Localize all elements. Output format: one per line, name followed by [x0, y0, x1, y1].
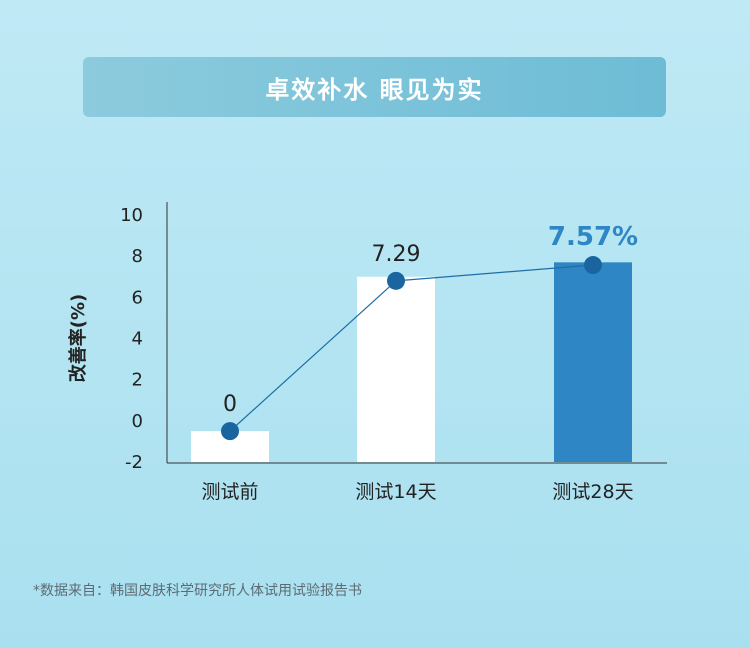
- y-tick-label: -2: [125, 452, 143, 473]
- axes: [166, 202, 667, 464]
- data-point: [584, 256, 602, 275]
- trend-line-group: [221, 256, 602, 441]
- y-axis-label: 改善率(%): [67, 294, 89, 383]
- page-title: 卓效补水 眼见为实: [265, 75, 484, 104]
- x-tick-label: 测试前: [201, 481, 258, 503]
- x-axis-labels: 测试前 测试14天 测试28天: [201, 481, 633, 503]
- y-tick-label: 2: [132, 370, 143, 391]
- bar: [357, 276, 435, 462]
- source-footnote: *数据来自：韩国皮肤科学研究所人体试用试验报告书: [33, 583, 362, 599]
- data-labels: 0 7.29 7.57%: [223, 222, 638, 417]
- y-tick-label: 4: [132, 329, 143, 350]
- x-tick-label: 测试28天: [552, 481, 633, 503]
- y-tick-label: 0: [132, 411, 143, 432]
- data-label: 0: [223, 392, 237, 417]
- title-banner: 卓效补水 眼见为实: [83, 57, 666, 117]
- bars: [191, 262, 632, 462]
- data-point: [221, 422, 239, 441]
- data-label: 7.57%: [548, 222, 638, 252]
- y-tick-label: 6: [132, 287, 143, 308]
- data-label: 7.29: [372, 242, 421, 267]
- y-tick-label: 8: [132, 246, 143, 267]
- y-axis-ticks: 10 8 6 4 2 0 -2: [120, 205, 143, 473]
- x-tick-label: 测试14天: [355, 481, 436, 503]
- bar: [554, 262, 632, 462]
- data-point: [387, 271, 405, 290]
- y-tick-label: 10: [120, 205, 143, 226]
